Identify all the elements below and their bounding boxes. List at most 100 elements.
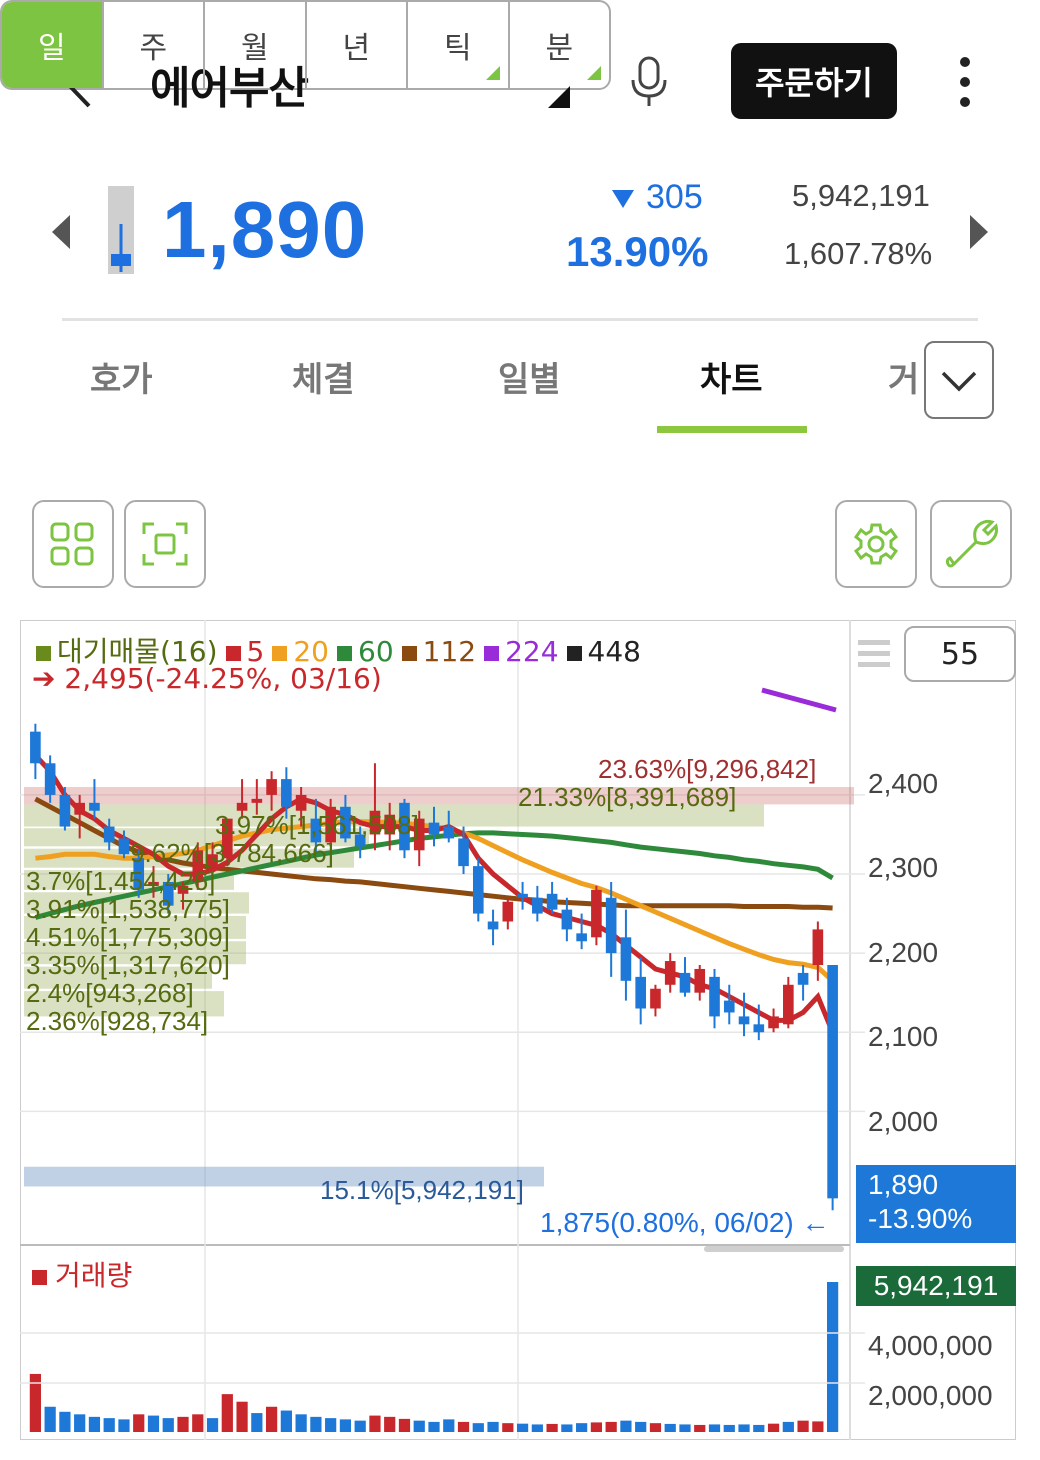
candle-body	[251, 798, 263, 803]
wrench-icon	[945, 519, 998, 568]
period-week-button[interactable]: 주	[104, 2, 205, 88]
volume-bar	[443, 1419, 455, 1432]
candle-body	[768, 1016, 779, 1029]
volume-bar	[797, 1420, 809, 1432]
volume-legend-swatch	[32, 1269, 47, 1285]
volume-profile-label: 3.35%[1,317,620]	[26, 950, 230, 980]
candle-body	[517, 893, 528, 898]
price-change: 305	[612, 178, 703, 217]
period-year-button[interactable]: 년	[307, 2, 408, 88]
period-tick-button[interactable]: 틱	[408, 2, 510, 88]
volume-profile-label: 15.1%[5,942,191]	[320, 1175, 524, 1205]
settings-button[interactable]	[835, 500, 917, 588]
period-label: 일	[37, 31, 66, 66]
chevron-down-icon	[941, 371, 977, 392]
volume-bar	[664, 1423, 676, 1432]
candle-count-input[interactable]: 55	[904, 626, 1016, 682]
candle-body	[103, 826, 115, 843]
volume-bar	[487, 1421, 499, 1432]
period-minute-button[interactable]: 분	[510, 2, 610, 88]
volume-profile-bar	[24, 966, 212, 989]
period-month-button[interactable]: 월	[205, 2, 307, 88]
candle-body	[74, 802, 85, 815]
legend-label: 112	[422, 635, 477, 668]
gear-icon	[853, 523, 899, 565]
low-annotation-text: 1,875(0.80%, 06/02)	[540, 1207, 794, 1238]
stock-dropdown-icon[interactable]	[548, 86, 570, 108]
candle-body	[561, 909, 573, 930]
volume-bar	[723, 1424, 735, 1432]
prev-stock-arrow-icon[interactable]	[52, 215, 70, 249]
legend-label: 20	[293, 635, 329, 668]
legend-label: 224	[505, 635, 559, 668]
volume-bar	[767, 1423, 780, 1432]
candle-body	[413, 818, 425, 851]
volume-bar	[576, 1423, 588, 1432]
candle-body	[192, 850, 204, 882]
volume-bar	[457, 1421, 470, 1432]
volume-bar	[162, 1418, 174, 1432]
candle-body	[472, 866, 484, 914]
more-menu-icon[interactable]	[950, 56, 980, 108]
grid-icon	[50, 522, 94, 566]
volume-bar	[118, 1419, 130, 1432]
candle-body	[502, 901, 514, 922]
volume-bar	[103, 1418, 115, 1432]
volume-bar	[280, 1410, 292, 1432]
volume-bar	[177, 1416, 189, 1432]
microphone-icon[interactable]	[628, 56, 670, 108]
volume-bar	[812, 1421, 824, 1432]
volume-bar	[472, 1423, 484, 1432]
tab-orderbook[interactable]: 호가	[90, 360, 153, 400]
fullscreen-button[interactable]	[124, 500, 206, 588]
current-volume-marker: 5,942,191	[856, 1266, 1016, 1306]
volume-profile-label: 9.62%[3,784,666]	[130, 838, 334, 868]
candle-body	[59, 794, 71, 827]
legend-label: 대기매물(16)	[57, 635, 218, 668]
tab-chart[interactable]: 차트	[700, 360, 763, 400]
volume-profile-bar	[24, 915, 246, 939]
candle-body	[384, 814, 396, 835]
high-annotation: ➔ 2,495(-24.25%, 03/16)	[32, 662, 382, 695]
volume-profile-label: 21.33%[8,391,689]	[518, 782, 737, 812]
tab-daily[interactable]: 일별	[498, 360, 561, 400]
candle-body	[399, 802, 410, 851]
indicator-menu-icon[interactable]	[858, 636, 890, 672]
price-chart[interactable]	[20, 620, 1016, 1440]
active-tab-indicator	[657, 426, 807, 433]
volume-profile-label: 3.91%[1,538,775]	[26, 894, 230, 924]
current-price-marker-value: 1,890	[868, 1169, 939, 1200]
candle-body	[650, 988, 661, 1009]
order-button[interactable]: 주문하기	[731, 43, 897, 119]
candle-body	[148, 881, 159, 886]
candle-body	[605, 897, 617, 954]
volume-bar	[384, 1416, 396, 1432]
candle-body	[30, 731, 41, 764]
layout-button[interactable]	[32, 500, 114, 588]
legend-swatch	[484, 645, 500, 661]
legend-label: 60	[358, 635, 394, 668]
period-day-button[interactable]: 일	[2, 2, 104, 88]
tools-button[interactable]	[930, 500, 1012, 588]
volume-y-tick: 2,000,000	[868, 1380, 993, 1411]
candle-body	[89, 802, 100, 811]
candle-body	[635, 976, 647, 1009]
change-rate: 13.90%	[566, 228, 709, 275]
volume-bar	[605, 1421, 617, 1432]
candle-body	[236, 802, 248, 811]
stock-name[interactable]: 에어부산	[150, 63, 309, 114]
tab-trades[interactable]: 체결	[292, 360, 355, 400]
next-stock-arrow-icon[interactable]	[970, 215, 988, 249]
tab-expand-button[interactable]	[924, 341, 994, 419]
volume-bar	[192, 1414, 204, 1432]
volume-bar	[679, 1424, 691, 1432]
volume-bar	[369, 1415, 381, 1432]
volume-bar	[428, 1421, 440, 1432]
candle-body	[340, 806, 351, 839]
volume-bar	[310, 1416, 322, 1432]
volume-bar	[753, 1424, 765, 1432]
candle-body	[369, 810, 381, 835]
volume-bar	[694, 1424, 706, 1432]
volume-bar	[398, 1418, 411, 1432]
tab-more-partial[interactable]: 거	[888, 360, 920, 400]
